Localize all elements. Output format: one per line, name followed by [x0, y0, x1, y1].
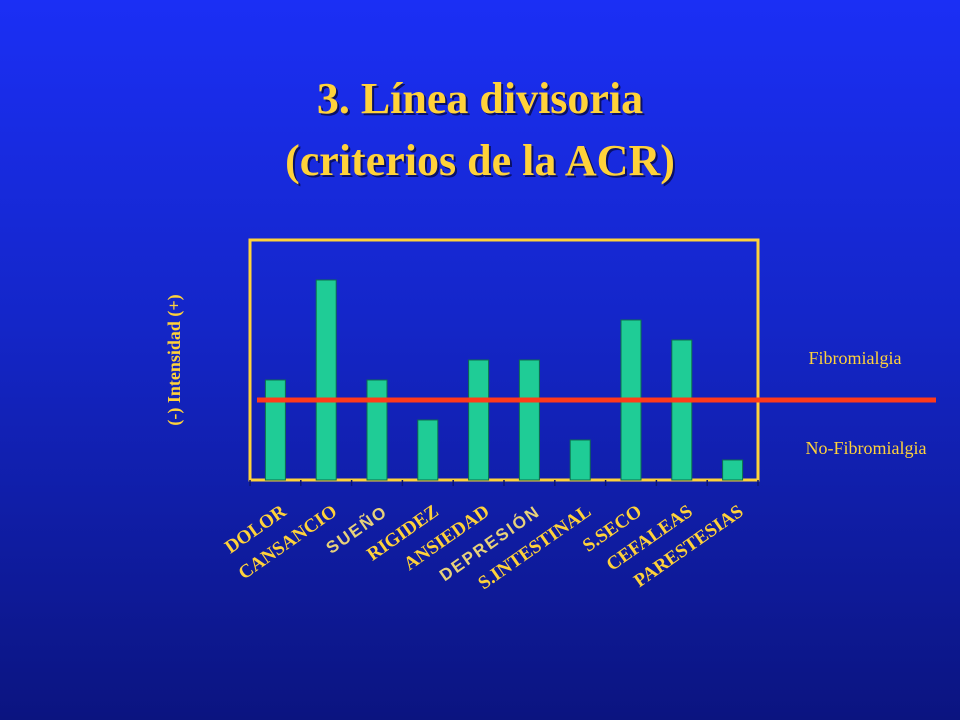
bar-parestesias — [722, 459, 744, 481]
y-axis-label: (-) Intensidad (+) — [164, 294, 185, 425]
slide-title-line1: 3. Línea divisoria — [316, 74, 644, 123]
bar-depresi-n — [518, 359, 540, 481]
bar-sue-o — [366, 379, 388, 481]
threshold-label-above: Fibromialgia — [809, 348, 902, 368]
bar-s-intestinal — [569, 439, 591, 481]
slide-title-line2: (criterios de la ACR) — [285, 136, 675, 185]
bar-dolor — [264, 379, 286, 481]
bar-rigidez — [417, 419, 439, 481]
bar-ansiedad — [468, 359, 490, 481]
bar-cefaleas — [671, 339, 693, 481]
threshold-label-below: No-Fibromialgia — [806, 438, 927, 458]
bar-cansancio — [315, 279, 337, 481]
